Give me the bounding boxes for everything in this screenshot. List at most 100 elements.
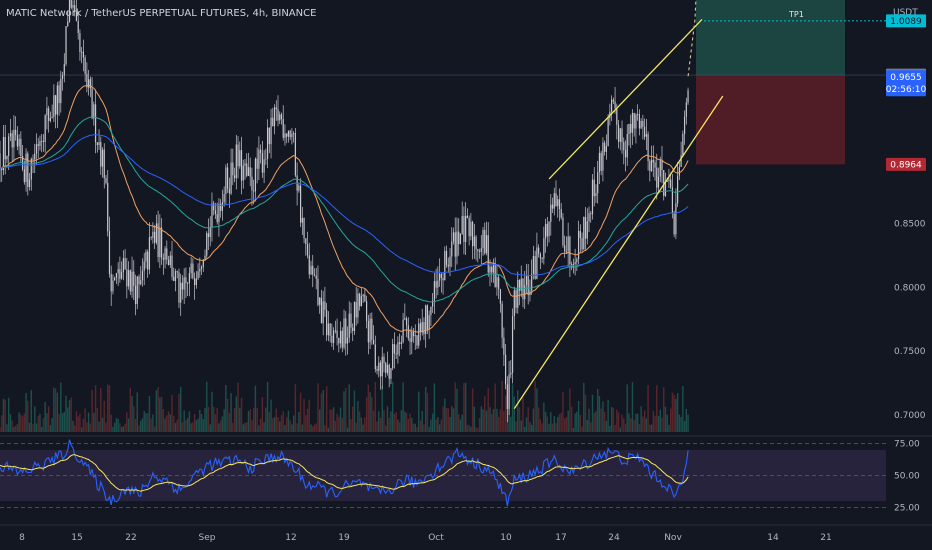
candle-body — [254, 158, 257, 192]
volume-bar — [89, 423, 92, 432]
candle-body — [524, 284, 526, 300]
volume-bar — [214, 414, 217, 432]
candle-body — [30, 158, 32, 180]
candle-body — [185, 277, 187, 284]
volume-bar — [438, 424, 441, 432]
volume-bar — [153, 426, 156, 432]
candle-body — [32, 158, 34, 160]
rsi-tick-label: 75.00 — [894, 440, 920, 450]
volume-bar — [91, 389, 93, 432]
volume-bar — [157, 387, 159, 432]
candle-body — [129, 270, 131, 292]
candle-body — [395, 353, 397, 355]
candle-body — [213, 203, 215, 211]
time-axis[interactable]: 8 15 22 Sep 12 19 Oct 10 17 24 Nov 14 21 — [0, 524, 932, 543]
candle-body — [367, 321, 369, 343]
volume-bar — [636, 413, 639, 432]
candle-body — [72, 5, 74, 8]
price-channel[interactable] — [513, 18, 724, 409]
volume-bar — [416, 426, 418, 432]
candle-body — [459, 233, 462, 245]
candle-body — [654, 162, 656, 168]
candle-body — [310, 265, 312, 275]
volume-bar — [470, 426, 472, 432]
rsi-pane[interactable]: 75.00 50.00 25.00 — [0, 435, 932, 514]
time-tick-label: 17 — [555, 533, 566, 543]
volume-bar — [108, 385, 111, 432]
volume-bar — [54, 388, 57, 432]
volume-bar — [381, 385, 383, 432]
candle-body — [593, 179, 595, 197]
candle-body — [251, 176, 253, 191]
volume-bar — [603, 411, 606, 432]
candle-body — [633, 112, 635, 129]
volume-bar — [143, 410, 145, 432]
price-tag-bg — [886, 157, 926, 171]
volume-bar — [213, 406, 215, 432]
target-zone — [696, 0, 845, 76]
candle-body — [124, 258, 126, 270]
candle-body — [8, 136, 10, 156]
volume-bar — [675, 398, 677, 432]
volume-bar — [397, 419, 399, 432]
candle-body — [536, 247, 538, 279]
candle-body — [157, 223, 159, 257]
volume-bar — [202, 419, 204, 432]
candle-body — [155, 223, 157, 243]
candle-body — [546, 223, 548, 237]
volume-bar — [1, 415, 3, 432]
volume-bar — [41, 426, 43, 432]
volume-bar — [478, 418, 481, 432]
volume-bar — [630, 418, 632, 432]
candle-body — [501, 303, 503, 338]
candle-body — [160, 227, 163, 259]
candle-body — [237, 144, 239, 167]
candle-body — [541, 258, 543, 260]
volume-bar — [134, 419, 137, 432]
candle-body — [485, 235, 488, 254]
candle-body — [392, 343, 394, 369]
price-tag: 1.0089 — [886, 14, 926, 28]
candle-body — [657, 176, 660, 188]
volume-bar — [477, 427, 479, 432]
volume-bar — [454, 382, 456, 432]
candle-body — [503, 337, 505, 355]
volume-bar — [358, 411, 361, 432]
candle-body — [454, 232, 456, 257]
volume-bar — [504, 395, 507, 432]
volume-bar — [640, 406, 642, 432]
last-price-tag: 0.9655 02:56:10 — [886, 70, 926, 97]
candle-body — [510, 372, 512, 375]
candle-body — [588, 213, 590, 222]
volume-bar — [178, 393, 180, 432]
candle-body — [449, 256, 451, 267]
volume-bar — [105, 422, 107, 432]
candle-body — [569, 236, 571, 265]
candle-body — [447, 264, 449, 267]
candle-body — [115, 273, 118, 278]
volume-bar — [588, 408, 590, 432]
candle-body — [122, 258, 124, 273]
candle-body — [496, 277, 498, 288]
volume-bar — [185, 420, 187, 432]
candle-body — [266, 127, 269, 159]
volume-bar — [312, 426, 314, 432]
volume-bar — [258, 425, 260, 432]
volume-bar — [623, 418, 625, 432]
candle-body — [621, 128, 623, 143]
candle-body — [249, 167, 251, 177]
candle-body — [223, 194, 225, 203]
volume-bar — [291, 424, 293, 432]
candle-body — [299, 185, 302, 223]
candle-body — [451, 241, 453, 257]
volume-bar — [152, 414, 154, 432]
volume-bar — [148, 396, 151, 432]
candle-body — [268, 127, 270, 145]
candle-body — [624, 150, 627, 158]
volume-bar — [44, 401, 46, 432]
volume-bar — [265, 407, 267, 432]
price-tags: 1.26801.26661.15191.09931.05751.00890.96… — [886, 14, 926, 171]
volume-bar — [113, 422, 116, 432]
